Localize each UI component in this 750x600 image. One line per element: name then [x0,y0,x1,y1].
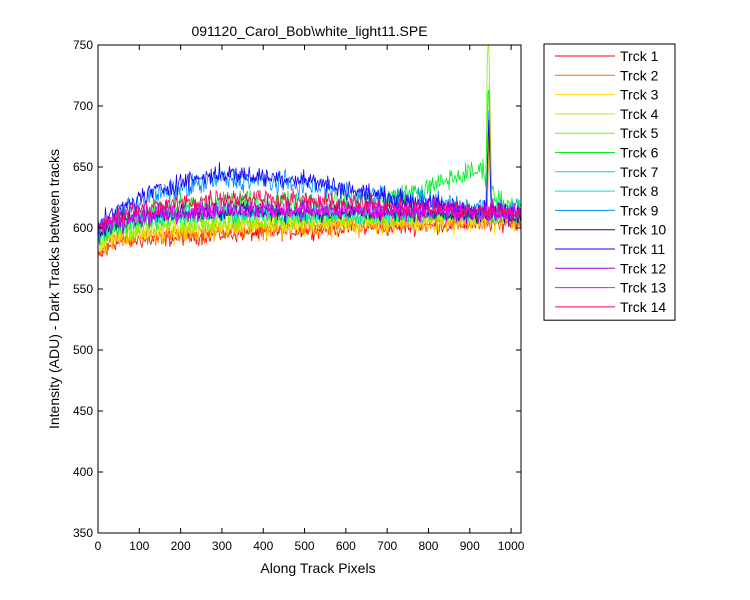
legend-entry: Trck 12 [620,260,666,276]
x-tick-label: 400 [253,539,273,553]
x-tick-label: 900 [460,539,480,553]
x-tick-label: 600 [336,539,356,553]
legend-entry: Trck 7 [620,164,659,180]
x-tick-label: 100 [129,539,149,553]
legend-entry: Trck 6 [620,145,659,161]
x-tick-label: 1000 [498,539,525,553]
y-tick-label: 700 [73,99,93,113]
x-axis-label: Along Track Pixels [260,560,375,576]
plot-area [98,45,521,533]
x-tick-label: 700 [377,539,397,553]
y-tick-label: 450 [73,404,93,418]
y-tick-label: 350 [73,526,93,540]
legend-entry: Trck 5 [620,125,659,141]
legend-box [543,43,676,321]
legend-entry: Trck 3 [620,87,659,103]
x-tick-label: 300 [212,539,232,553]
x-tick-label: 200 [171,539,191,553]
y-axis-label: Intensity (ADU) - Dark Tracks between tr… [46,149,62,429]
legend: Trck 1 Trck 2 Trck 3 Trck 4 Trck 5 Trck 6 Trck… [543,43,676,321]
x-tick-label: 0 [95,539,102,553]
legend-entry: Trck 4 [620,106,659,122]
legend-entry: Trck 14 [620,299,666,315]
legend-entry: Trck 2 [620,67,659,83]
y-tick-label: 550 [73,282,93,296]
y-tick-label: 600 [73,221,93,235]
ticks-group: 0 100 200 300 400 500 600 700 800 900 1000 350 400 45… [73,38,525,553]
legend-entry: Trck 10 [620,222,666,238]
legend-entry: Trck 8 [620,183,659,199]
legend-entry: Trck 11 [620,241,665,257]
y-tick-label: 750 [73,38,93,52]
y-tick-label: 500 [73,343,93,357]
chart-title: 091120_Carol_Bob\white_light11.SPE [191,23,427,39]
x-tick-label: 800 [418,539,438,553]
y-tick-label: 400 [73,465,93,479]
y-tick-label: 650 [73,160,93,174]
legend-entry: Trck 1 [620,48,659,64]
series-group [97,44,522,259]
legend-entry: Trck 9 [620,202,659,218]
legend-entry: Trck 13 [620,280,666,296]
series-line-trck-14 [97,188,522,234]
x-tick-label: 500 [295,539,315,553]
series-line-trck-13 [97,200,522,235]
